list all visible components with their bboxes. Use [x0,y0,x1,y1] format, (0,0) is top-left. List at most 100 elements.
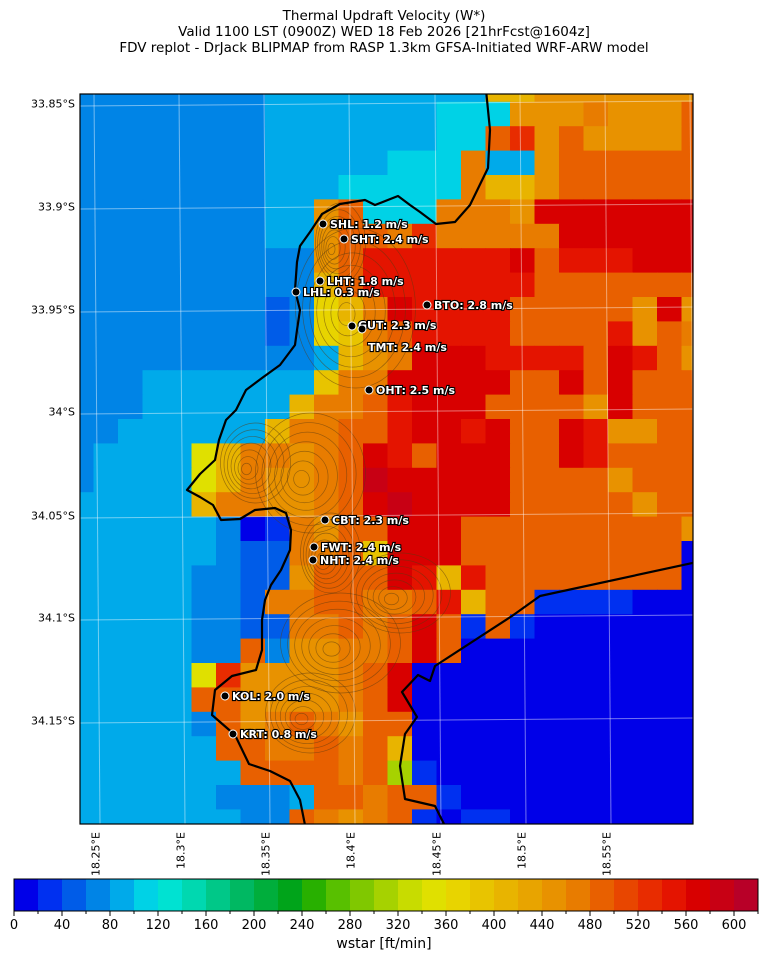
contour-line [330,289,366,337]
heatmap-cell [216,785,242,810]
heatmap-cell [314,687,340,713]
station-tmt[interactable]: TMT: 2.4 m/s [357,324,448,355]
heatmap-cell [265,614,291,640]
heatmap-cell [632,711,658,737]
station-lht[interactable]: LHT: 1.8 m/s [315,274,405,289]
heatmap-cell [583,150,609,176]
contour-line [287,600,391,688]
station-oht[interactable]: OHT: 2.5 m/s [364,383,457,398]
heatmap-cell [485,687,511,713]
heatmap-cell [191,760,217,786]
heatmap-cell [510,419,536,444]
heatmap-cell [191,785,217,810]
heatmap-cell [216,223,242,249]
heatmap-cell [387,467,413,493]
station-dot-icon [357,324,367,334]
heatmap-cell [265,272,291,298]
heatmap-cell [80,272,95,298]
graticule [80,94,693,824]
heatmap-cell [632,516,658,542]
heatmap-cell [583,126,609,152]
heatmap-cell [412,809,438,824]
heatmap-cell [265,467,291,493]
heatmap-cell [240,345,266,371]
heatmap-cell [681,516,693,542]
colorbar-swatch [542,879,567,911]
colorbar-swatch [398,879,423,911]
heatmap-cell [510,394,536,420]
heatmap-cell [118,711,144,737]
heatmap-cell [118,663,144,688]
lat-tick: 34.15°S [31,714,75,728]
heatmap-cell [93,126,119,152]
heatmap-cell [559,297,585,322]
heatmap-cell [142,614,168,640]
heatmap-cell [265,663,291,688]
heatmap-cell [632,541,658,566]
station-shl[interactable]: SHL: 1.2 m/s [318,217,409,232]
heatmap-cell [93,736,119,762]
heatmap-cell [583,345,609,371]
colorbar-swatch [326,879,351,911]
heatmap-cell [216,150,242,176]
heatmap-cell [363,736,389,762]
colorbar-swatch [422,879,447,911]
colorbar-tick-label: 520 [625,918,651,933]
contour-line [325,236,341,260]
heatmap-cell [167,687,193,713]
heatmap-cell [436,711,462,737]
station-lhl[interactable]: LHL: 0.3 m/s [291,285,381,300]
station-nht[interactable]: NHT: 2.4 m/s [308,553,400,568]
heatmap-cell [167,736,193,762]
heatmap-cell [387,223,413,249]
longitude-line [434,94,442,824]
heatmap-cell [681,565,693,591]
heatmap-cell [93,809,119,824]
colorbar-swatch [734,879,759,911]
heatmap-cell [461,443,487,469]
heatmap-cell [436,150,462,176]
heatmap-cell [265,785,291,810]
station-kol[interactable]: KOL: 2.0 m/s [220,689,312,704]
station-sht[interactable]: SHT: 2.4 m/s [339,232,430,247]
heatmap-cell [608,541,634,566]
heatmap-cell [314,94,340,103]
contour-line [378,586,408,610]
station-bto[interactable]: BTO: 2.8 m/s [422,298,514,313]
heatmap-cell [118,150,144,176]
heatmap-cell [167,711,193,737]
colorbar-swatch [374,879,399,911]
heatmap-cell [93,541,119,566]
heatmap-cell [534,345,560,371]
colorbar-swatch [470,879,495,911]
contour-line [319,216,356,274]
heatmap-cell [583,638,609,664]
heatmap-cell [583,467,609,493]
heatmap-cell [461,711,487,737]
colorbar-swatch [110,879,135,911]
colorbar-swatch [662,879,687,911]
heatmap-cell [289,345,315,371]
station-gut[interactable]: GUT: 2.3 m/s [347,318,438,333]
heatmap-cell [240,126,266,152]
heatmap-cell [583,809,609,824]
heatmap-cell [80,370,95,396]
heatmap-cell [93,223,119,249]
station-cbt[interactable]: CBT: 2.3 m/s [320,513,410,528]
heatmap-cell [436,467,462,493]
heatmap-cell [167,272,193,298]
heatmap-cell [485,467,511,493]
heatmap-cell [657,345,683,371]
heatmap-cell [93,175,119,200]
heatmap-cell [583,541,609,566]
heatmap-cell [387,443,413,469]
station-krt[interactable]: KRT: 0.8 m/s [228,727,319,742]
station-fwt[interactable]: FWT: 2.4 m/s [309,540,403,555]
heatmap-cell [657,248,683,274]
heatmap-cell [559,614,585,640]
heatmap-cell [681,492,693,518]
heatmap-cell [681,419,693,444]
lat-tick: 34.1°S [38,611,75,625]
heatmap-cell [80,809,95,824]
heatmap-cell [167,94,193,103]
